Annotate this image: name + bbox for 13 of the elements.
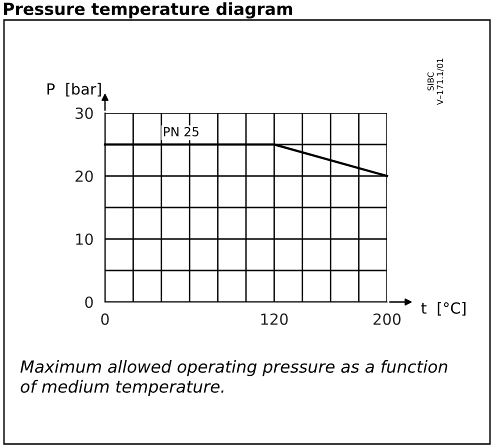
y-tick-label: 30 — [76, 107, 93, 120]
y-tick-label: 20 — [76, 170, 93, 182]
text: SIBC V–171.1/01 — [427, 58, 444, 105]
text: Maximum allowed operating pressure as a function of medium temperature. — [20, 360, 448, 396]
chart-title: Pressure temperature diagram — [4, 2, 292, 18]
series-label: PN 25 — [164, 126, 198, 136]
x-tick-label: 0 — [101, 313, 109, 325]
y-tick-label: 10 — [76, 233, 93, 246]
x-tick-label: 120 — [261, 313, 288, 325]
y-axis-title: P [bar] — [47, 82, 101, 97]
x-tick-label: 200 — [374, 313, 401, 325]
y-tick-label: 0 — [85, 296, 93, 308]
x-axis-title: t [°C] — [421, 302, 466, 316]
